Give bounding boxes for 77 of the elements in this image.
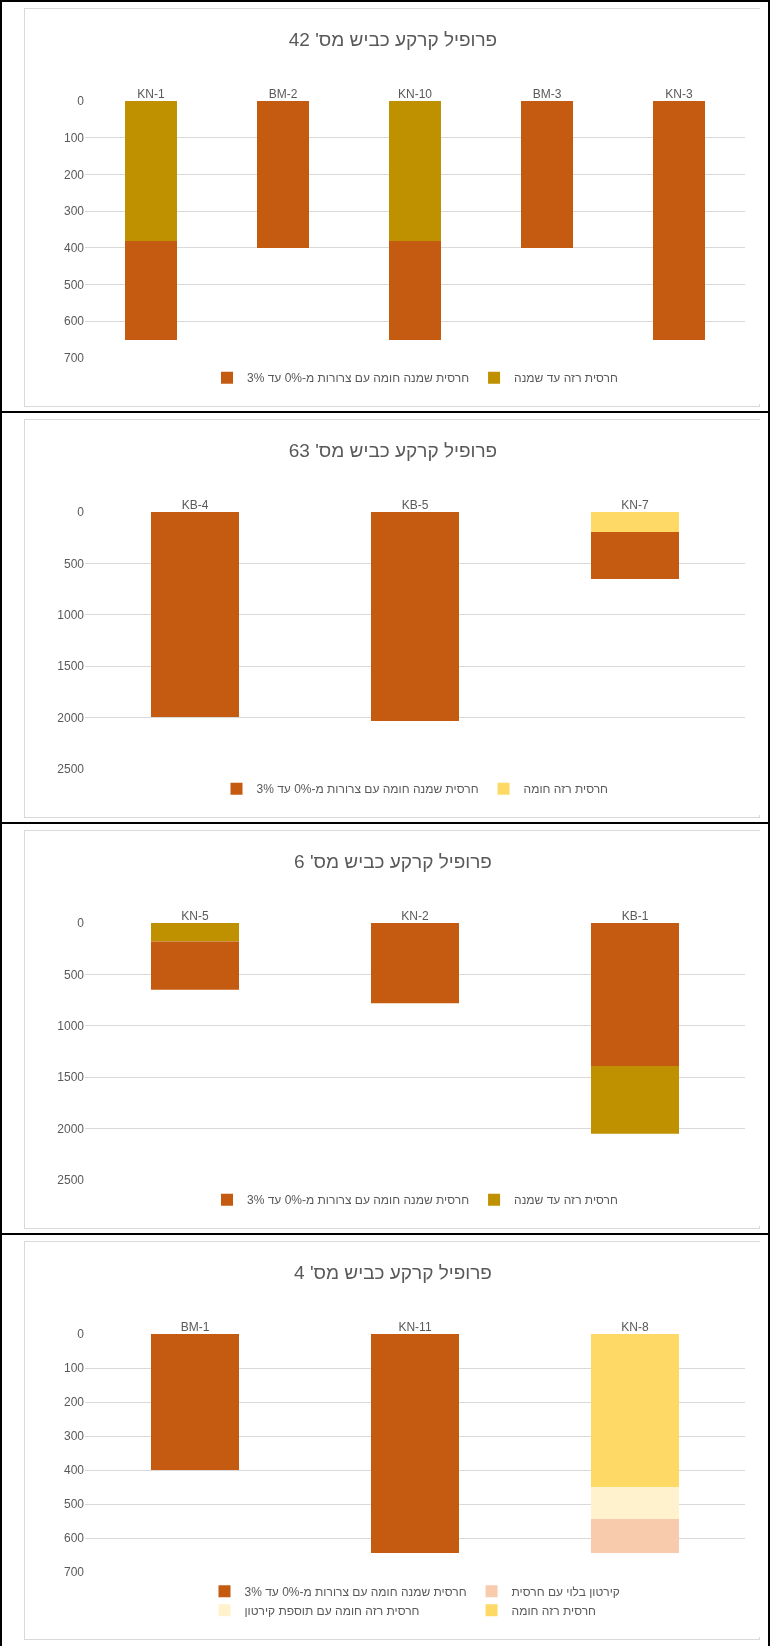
y-tick-label: 1500 (57, 1070, 85, 1085)
y-tick-label: 300 (63, 204, 85, 219)
legend-label: חרסית שמנה חומה עם צרורות מ-0% עד 3% (244, 1584, 467, 1599)
y-tick-label: 400 (63, 241, 85, 256)
legend-label: חרסית שמנה חומה עם צרורות מ-0% עד 3% (247, 1193, 470, 1208)
x-tick-label: KN-8 (621, 1319, 649, 1334)
y-tick-label: 1000 (57, 608, 85, 622)
x-tick-label: KN-1 (137, 86, 165, 101)
x-tick-label: KN-10 (397, 86, 433, 101)
y-tick-label: 0 (77, 916, 85, 931)
bar (591, 1334, 679, 1487)
bar (591, 1487, 679, 1520)
y-tick-label: 1500 (57, 659, 85, 674)
y-tick-label: 500 (63, 277, 85, 292)
x-tick-label: KN-5 (181, 908, 209, 923)
x-tick-label: BM-1 (180, 1319, 210, 1334)
bar (591, 923, 679, 1066)
y-tick-label: 2000 (57, 1121, 85, 1136)
y-tick-label: 700 (63, 1565, 85, 1580)
y-tick-label: 500 (63, 556, 85, 571)
bar (256, 101, 310, 248)
y-tick-label: 0 (77, 505, 85, 520)
legend-label: חרסית רזה חומה עם תוספת קירטון (244, 1603, 420, 1618)
y-tick-label: 100 (63, 1361, 85, 1376)
y-tick-label: 500 (63, 967, 85, 982)
y-tick-label: 700 (63, 351, 85, 366)
legend-label: חרסית שמנה חומה עם צרורות מ-0% עד 3% (256, 782, 479, 797)
y-tick-label: 100 (63, 130, 85, 145)
x-tick-label: KB-4 (181, 497, 209, 512)
y-tick-label: 1000 (57, 1019, 85, 1033)
y-tick-label: 2500 (57, 1173, 85, 1188)
bar (652, 101, 706, 340)
bar (371, 512, 459, 721)
legend-label: קירטון בלוי עם חרסית (511, 1584, 620, 1599)
x-tick-label: KB-5 (401, 497, 429, 512)
x-tick-label: KN-7 (621, 497, 649, 512)
chart-title: פרופיל קרקע כביש מס' 63 (288, 440, 498, 461)
bar (151, 1334, 239, 1470)
legend-label: חרסית רזה עד שמנה (514, 1193, 618, 1208)
chart-title: פרופיל קרקע כביש מס' 42 (288, 29, 498, 50)
y-tick-label: 200 (63, 167, 85, 182)
bar (520, 101, 574, 248)
legend-label: חרסית רזה עד שמנה (514, 371, 618, 386)
bar (388, 240, 442, 340)
chart-title: פרופיל קרקע כביש מס' 6 (294, 851, 492, 872)
y-tick-label: 500 (63, 1497, 85, 1512)
y-tick-label: 2500 (57, 762, 85, 777)
bar (151, 923, 239, 942)
bar (591, 1519, 679, 1554)
x-tick-label: KB-1 (621, 908, 649, 923)
x-tick-label: KN-11 (398, 1319, 432, 1334)
y-tick-label: 2000 (57, 710, 85, 725)
bar (591, 512, 679, 532)
y-tick-label: 300 (63, 1429, 85, 1444)
legend-label: חרסית רזה חומה (511, 1603, 596, 1618)
y-tick-label: 200 (63, 1395, 85, 1410)
bar (151, 512, 239, 717)
x-tick-label: KN-2 (401, 908, 429, 923)
y-tick-label: 400 (63, 1463, 85, 1478)
x-tick-label: KN-3 (665, 86, 693, 101)
chart-title: פרופיל קרקע כביש מס' 4 (294, 1262, 492, 1283)
legend-label: חרסית רזה חומה (523, 782, 608, 797)
y-tick-label: 0 (77, 1327, 85, 1342)
y-tick-label: 600 (63, 1531, 85, 1546)
bar (124, 101, 178, 241)
legend-label: חרסית שמנה חומה עם צרורות מ-0% עד 3% (247, 371, 470, 386)
x-tick-label: BM-3 (532, 86, 562, 101)
y-tick-label: 0 (77, 94, 85, 109)
bar (591, 1065, 679, 1134)
bar (371, 1334, 459, 1554)
bar (124, 240, 178, 340)
y-tick-label: 600 (63, 314, 85, 329)
bar (388, 101, 442, 241)
x-tick-label: BM-2 (268, 86, 298, 101)
bar (371, 923, 459, 1004)
bar (591, 531, 679, 579)
bar (151, 941, 239, 990)
